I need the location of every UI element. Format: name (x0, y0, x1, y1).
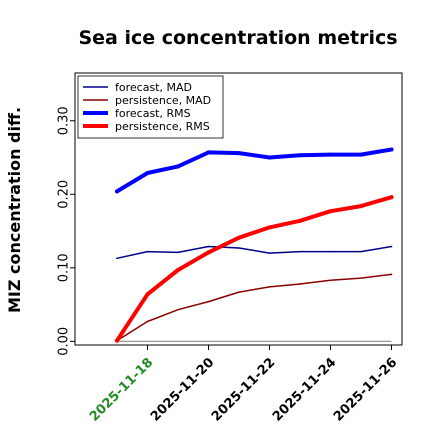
data-point (360, 250, 362, 253)
data-point (237, 151, 241, 156)
data-point (206, 150, 211, 155)
data-point (206, 250, 211, 255)
x-tick-label: 2025-11-24 (270, 355, 339, 424)
x-tick-label: 2025-11-26 (331, 355, 400, 424)
data-point (390, 273, 393, 276)
x-tick-label: 2025-11-22 (209, 355, 278, 424)
data-point (299, 250, 301, 253)
y-tick-label: 0.30 (57, 106, 72, 135)
legend-label: forecast, MAD (115, 81, 192, 94)
data-point (145, 171, 150, 175)
chart-title: Sea ice concentration metrics (78, 27, 397, 49)
data-point (115, 189, 119, 194)
data-point (360, 277, 362, 279)
data-point (238, 247, 240, 249)
data-point (115, 338, 119, 343)
y-tick-label: 0.20 (57, 180, 72, 209)
data-point (146, 320, 149, 323)
data-point (299, 283, 301, 285)
legend-label: persistence, MAD (115, 94, 211, 107)
data-point (267, 225, 272, 230)
data-point (207, 300, 210, 303)
series-line-3 (115, 195, 394, 343)
data-point (268, 286, 271, 288)
data-point (268, 252, 271, 254)
data-point (298, 153, 302, 158)
data-point (176, 268, 180, 272)
data-point (177, 308, 179, 311)
data-point (328, 152, 333, 157)
data-point (145, 292, 150, 297)
data-point (389, 147, 394, 152)
data-point (298, 218, 302, 223)
data-point (359, 152, 363, 157)
data-point (267, 155, 272, 160)
data-point (390, 245, 393, 248)
data-point (328, 209, 333, 214)
series-line-1 (116, 273, 393, 342)
data-point (359, 204, 363, 209)
data-point (207, 245, 210, 248)
y-tick-label: 0.10 (57, 253, 72, 282)
data-point (389, 195, 394, 200)
x-tick-label: 2025-11-18 (87, 355, 156, 424)
series-line-2 (115, 147, 394, 194)
data-point (329, 279, 332, 282)
y-axis-label: MIZ concentration diff. (5, 107, 24, 313)
data-point (177, 251, 179, 254)
data-point (238, 291, 240, 293)
data-point (329, 250, 332, 253)
data-point (116, 257, 118, 260)
series-line-0 (116, 245, 393, 260)
y-tick-label: 0.00 (57, 327, 72, 356)
legend-label: forecast, RMS (115, 107, 191, 120)
data-point (146, 250, 149, 253)
x-tick-label: 2025-11-20 (148, 355, 217, 424)
data-point (176, 164, 180, 169)
legend-label: persistence, RMS (115, 120, 210, 133)
plot-area (74, 72, 403, 346)
data-point (237, 235, 241, 240)
